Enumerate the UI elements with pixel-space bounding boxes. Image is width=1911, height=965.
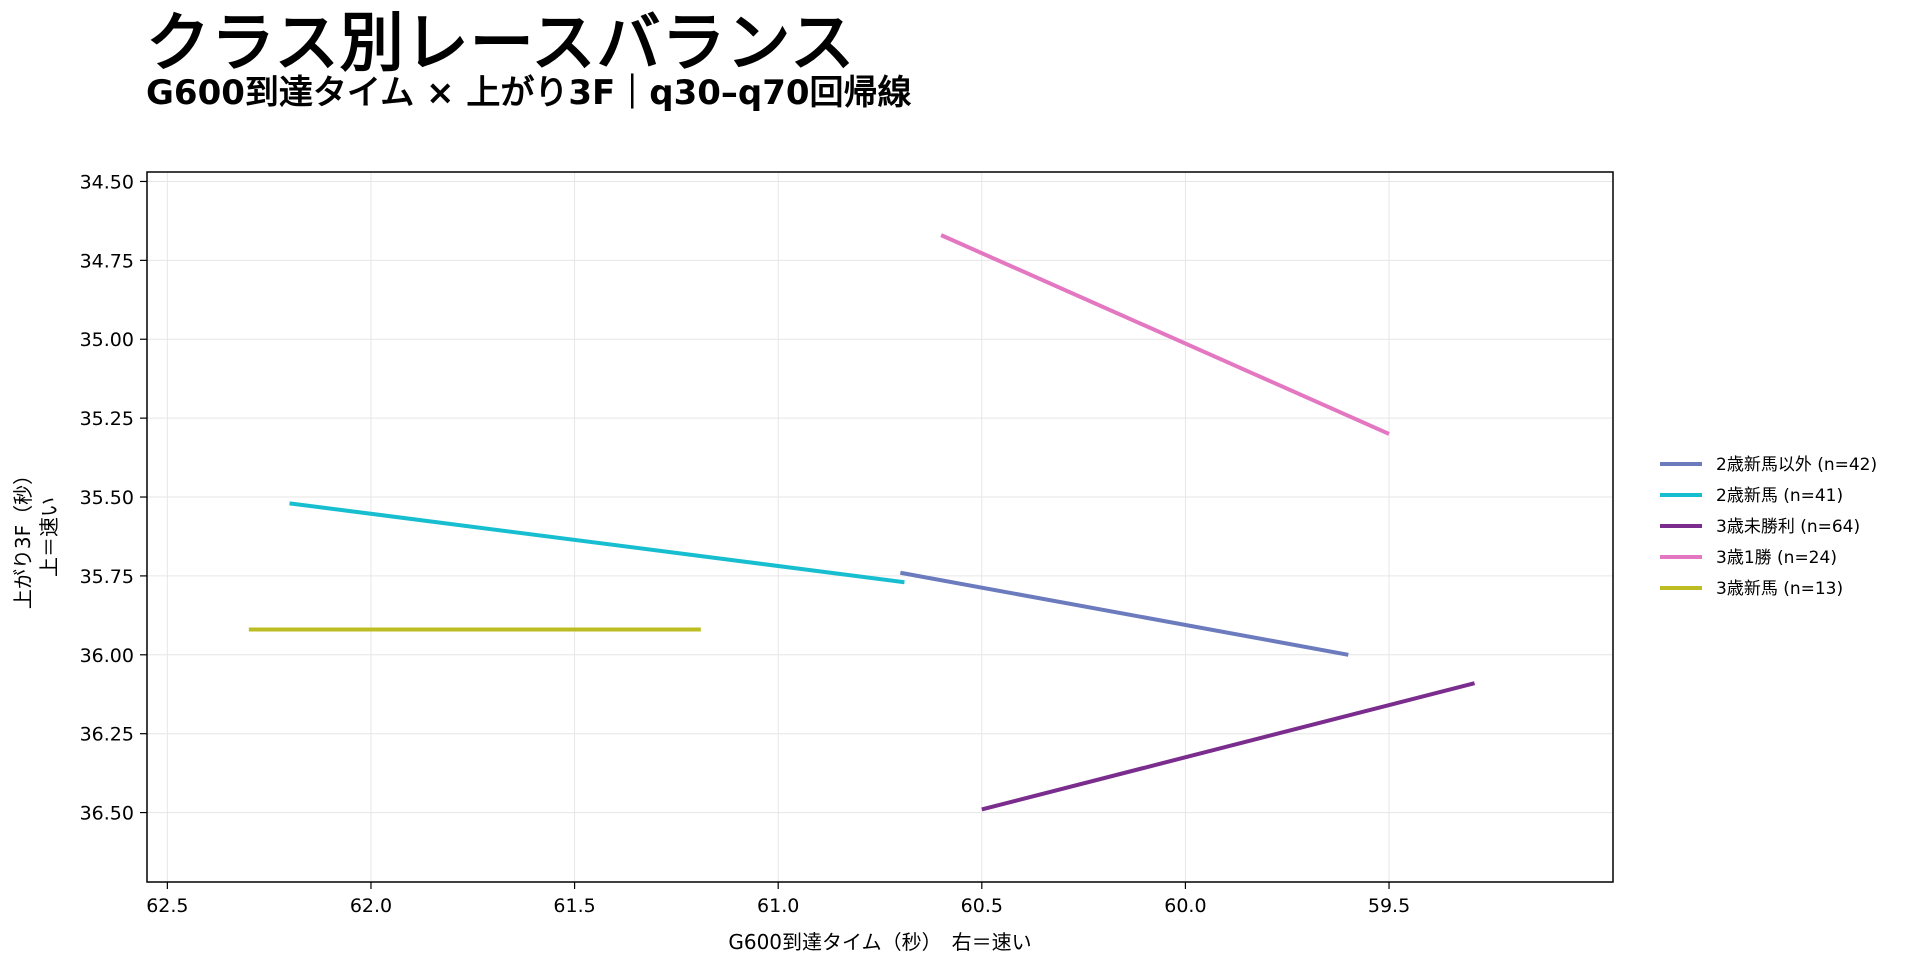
x-tick-label: 62.5: [146, 895, 188, 917]
y-axis-label: 上がり3F（秒）: [11, 465, 35, 609]
legend-label-2: 2歳新馬 (n=41): [1716, 486, 1843, 506]
y-tick-label: 35.50: [80, 487, 134, 509]
y-tick-label: 36.00: [80, 645, 134, 667]
x-tick-label: 59.5: [1368, 895, 1410, 917]
series-line-4: [940, 233, 1390, 436]
chart-title: クラス別レースバランス: [146, 7, 856, 81]
series-line-2: [289, 501, 905, 585]
x-tick-label: 61.0: [757, 895, 799, 917]
legend-label-1: 2歳新馬以外 (n=42): [1716, 455, 1877, 475]
legend-label-5: 3歳新馬 (n=13): [1716, 579, 1843, 599]
grid-layer: [147, 172, 1613, 882]
x-tick-label: 60.0: [1164, 895, 1206, 917]
legend: 2歳新馬以外 (n=42) 2歳新馬 (n=41) 3歳未勝利 (n=64) 3歳1勝…: [1660, 455, 1877, 599]
y-tick-label: 34.75: [80, 250, 134, 272]
series-line-3: [981, 681, 1476, 812]
x-axis-label: G600到達タイム（秒） 右＝速い: [728, 930, 1031, 954]
plot-frame: [146, 171, 1614, 883]
series-layer: [248, 233, 1476, 812]
legend-label-4: 3歳1勝 (n=24): [1716, 548, 1837, 568]
x-tick-label: 62.0: [350, 895, 392, 917]
series-line-1: [900, 570, 1349, 657]
chart-subtitle: G600到達タイム × 上がり3F｜q30–q70回帰線: [146, 73, 912, 113]
y-tick-label: 35.25: [80, 408, 134, 430]
x-tick-label: 60.5: [961, 895, 1003, 917]
y-tick-label: 35.00: [80, 329, 134, 351]
y-tick-label: 36.50: [80, 803, 134, 825]
x-tick-label: 61.5: [553, 895, 595, 917]
tick-layer: 62.5 62.0 61.5 61.0 60.5 60.0 59.5 34.50 34.75 35…: [80, 171, 1411, 917]
y-tick-label: 34.50: [80, 171, 134, 193]
legend-label-3: 3歳未勝利 (n=64): [1716, 517, 1860, 537]
y-tick-label: 35.75: [80, 566, 134, 588]
y-tick-label: 36.25: [80, 724, 134, 746]
y-axis-note: 上＝速い: [37, 497, 61, 577]
